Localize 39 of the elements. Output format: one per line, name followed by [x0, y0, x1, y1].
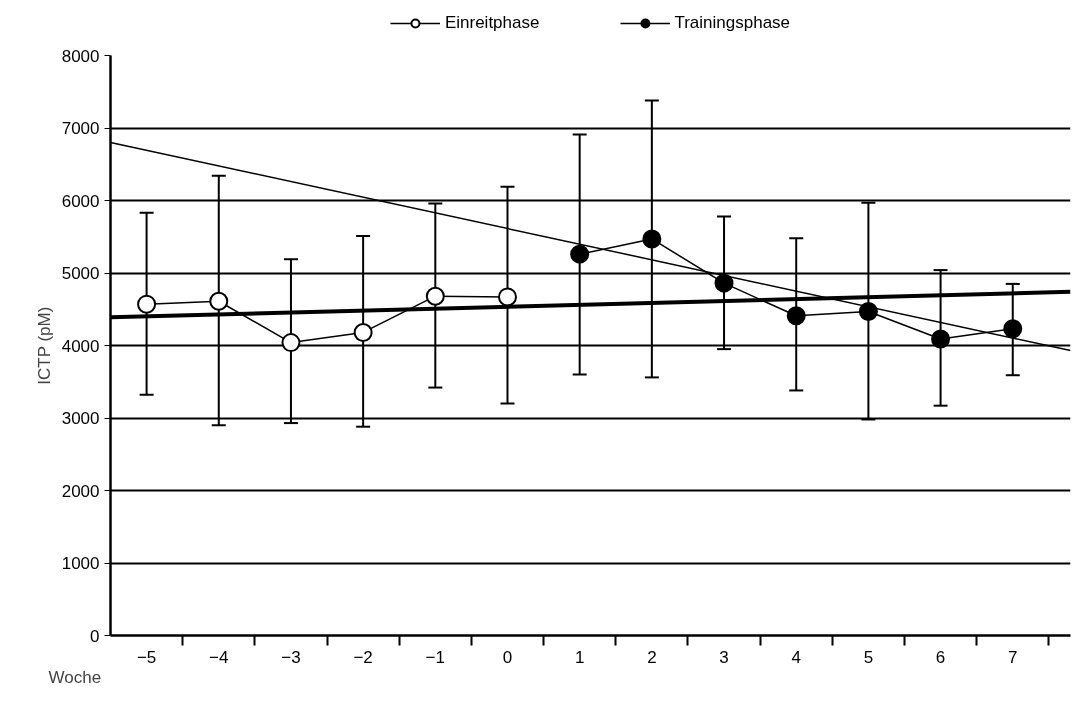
- x-tick-label: −1: [425, 647, 446, 667]
- x-tick-label: −5: [136, 647, 157, 667]
- x-tick-label: 0: [502, 647, 513, 667]
- y-tick-label: 8000: [61, 46, 100, 66]
- y-tick-label: 0: [90, 626, 100, 646]
- point: [786, 306, 806, 326]
- y-axis-title: ICTP (pM): [34, 306, 54, 385]
- x-tick-label: −2: [353, 647, 373, 667]
- x-tick-label: −3: [281, 647, 301, 667]
- point: [570, 244, 590, 264]
- x-tick-label: 4: [791, 647, 801, 667]
- x-axis-title: Woche: [48, 667, 102, 687]
- point: [209, 291, 229, 311]
- point: [931, 329, 951, 349]
- y-tick-label: 1000: [61, 554, 100, 573]
- y-tick-label: 3000: [61, 409, 100, 428]
- point: [281, 333, 301, 353]
- x-tick-label: 7: [1008, 647, 1018, 667]
- point: [425, 286, 445, 306]
- x-tick-label: 2: [647, 647, 657, 667]
- point: [642, 229, 662, 249]
- point: [353, 322, 373, 342]
- x-tick-label: 3: [719, 647, 729, 667]
- point: [1003, 319, 1023, 339]
- point: [497, 287, 517, 307]
- y-tick-label: 5000: [61, 264, 100, 283]
- point: [714, 273, 734, 293]
- y-tick-label: 6000: [61, 191, 100, 211]
- x-tick-label: 5: [863, 647, 874, 667]
- x-tick-label: 6: [935, 647, 946, 667]
- point: [858, 301, 878, 321]
- legend-label: Trainingsphase: [674, 12, 791, 33]
- point: [137, 294, 157, 314]
- x-tick-label: −4: [209, 647, 229, 667]
- y-tick-label: 7000: [61, 119, 100, 138]
- x-tick-label: 1: [574, 647, 585, 667]
- y-tick-label: 2000: [61, 481, 100, 501]
- legend-label: Einreitphase: [444, 12, 540, 33]
- y-tick-label: 4000: [61, 336, 100, 356]
